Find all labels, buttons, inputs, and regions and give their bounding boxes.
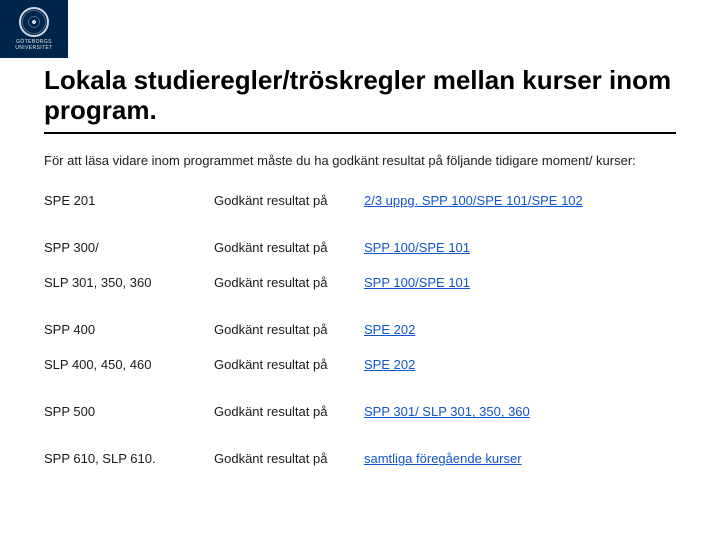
requirement-link-cell: SPP 100/SPE 101 bbox=[364, 265, 676, 312]
requirement-link[interactable]: SPE 202 bbox=[364, 357, 415, 372]
course-cell: SLP 301, 350, 360 bbox=[44, 265, 214, 312]
requirement-link[interactable]: SPP 301/ SLP 301, 350, 360 bbox=[364, 404, 530, 419]
uni-line2: UNIVERSITET bbox=[15, 45, 52, 51]
course-cell: SPP 500 bbox=[44, 394, 214, 441]
requirement-link-cell: samtliga föregående kurser bbox=[364, 441, 676, 476]
requirement-label-cell: Godkänt resultat på bbox=[214, 347, 364, 394]
requirement-link[interactable]: SPP 100/SPE 101 bbox=[364, 275, 470, 290]
requirement-label-cell: Godkänt resultat på bbox=[214, 183, 364, 230]
requirement-label-cell: Godkänt resultat på bbox=[214, 312, 364, 347]
table-row: SPP 500Godkänt resultat påSPP 301/ SLP 3… bbox=[44, 394, 676, 441]
header-bar: GÖTEBORGS UNIVERSITET bbox=[0, 0, 720, 58]
course-cell: SPP 610, SLP 610. bbox=[44, 441, 214, 476]
page-title: Lokala studieregler/tröskregler mellan k… bbox=[44, 66, 676, 134]
table-row: SPP 400Godkänt resultat påSPE 202 bbox=[44, 312, 676, 347]
requirement-link-cell: 2/3 uppg. SPP 100/SPE 101/SPE 102 bbox=[364, 183, 676, 230]
requirement-link[interactable]: SPP 100/SPE 101 bbox=[364, 240, 470, 255]
requirement-link[interactable]: 2/3 uppg. SPP 100/SPE 101/SPE 102 bbox=[364, 193, 583, 208]
requirement-link[interactable]: samtliga föregående kurser bbox=[364, 451, 522, 466]
rules-table: SPE 201Godkänt resultat på2/3 uppg. SPP … bbox=[44, 183, 676, 476]
university-name: GÖTEBORGS UNIVERSITET bbox=[15, 40, 52, 51]
requirement-link-cell: SPP 301/ SLP 301, 350, 360 bbox=[364, 394, 676, 441]
requirement-label-cell: Godkänt resultat på bbox=[214, 441, 364, 476]
slide-content: Lokala studieregler/tröskregler mellan k… bbox=[0, 58, 720, 476]
requirement-link-cell: SPP 100/SPE 101 bbox=[364, 230, 676, 265]
university-logo: GÖTEBORGS UNIVERSITET bbox=[0, 0, 68, 58]
requirement-link-cell: SPE 202 bbox=[364, 347, 676, 394]
requirement-link[interactable]: SPE 202 bbox=[364, 322, 415, 337]
course-cell: SPP 400 bbox=[44, 312, 214, 347]
requirement-label-cell: Godkänt resultat på bbox=[214, 394, 364, 441]
course-cell: SPP 300/ bbox=[44, 230, 214, 265]
table-row: SLP 301, 350, 360Godkänt resultat påSPP … bbox=[44, 265, 676, 312]
requirement-link-cell: SPE 202 bbox=[364, 312, 676, 347]
requirement-label-cell: Godkänt resultat på bbox=[214, 265, 364, 312]
table-row: SPE 201Godkänt resultat på2/3 uppg. SPP … bbox=[44, 183, 676, 230]
table-row: SPP 300/Godkänt resultat påSPP 100/SPE 1… bbox=[44, 230, 676, 265]
intro-text: För att läsa vidare inom programmet måst… bbox=[44, 152, 676, 170]
course-cell: SPE 201 bbox=[44, 183, 214, 230]
university-seal-icon bbox=[19, 7, 49, 37]
table-row: SLP 400, 450, 460Godkänt resultat påSPE … bbox=[44, 347, 676, 394]
table-row: SPP 610, SLP 610.Godkänt resultat påsamt… bbox=[44, 441, 676, 476]
requirement-label-cell: Godkänt resultat på bbox=[214, 230, 364, 265]
course-cell: SLP 400, 450, 460 bbox=[44, 347, 214, 394]
rules-tbody: SPE 201Godkänt resultat på2/3 uppg. SPP … bbox=[44, 183, 676, 476]
